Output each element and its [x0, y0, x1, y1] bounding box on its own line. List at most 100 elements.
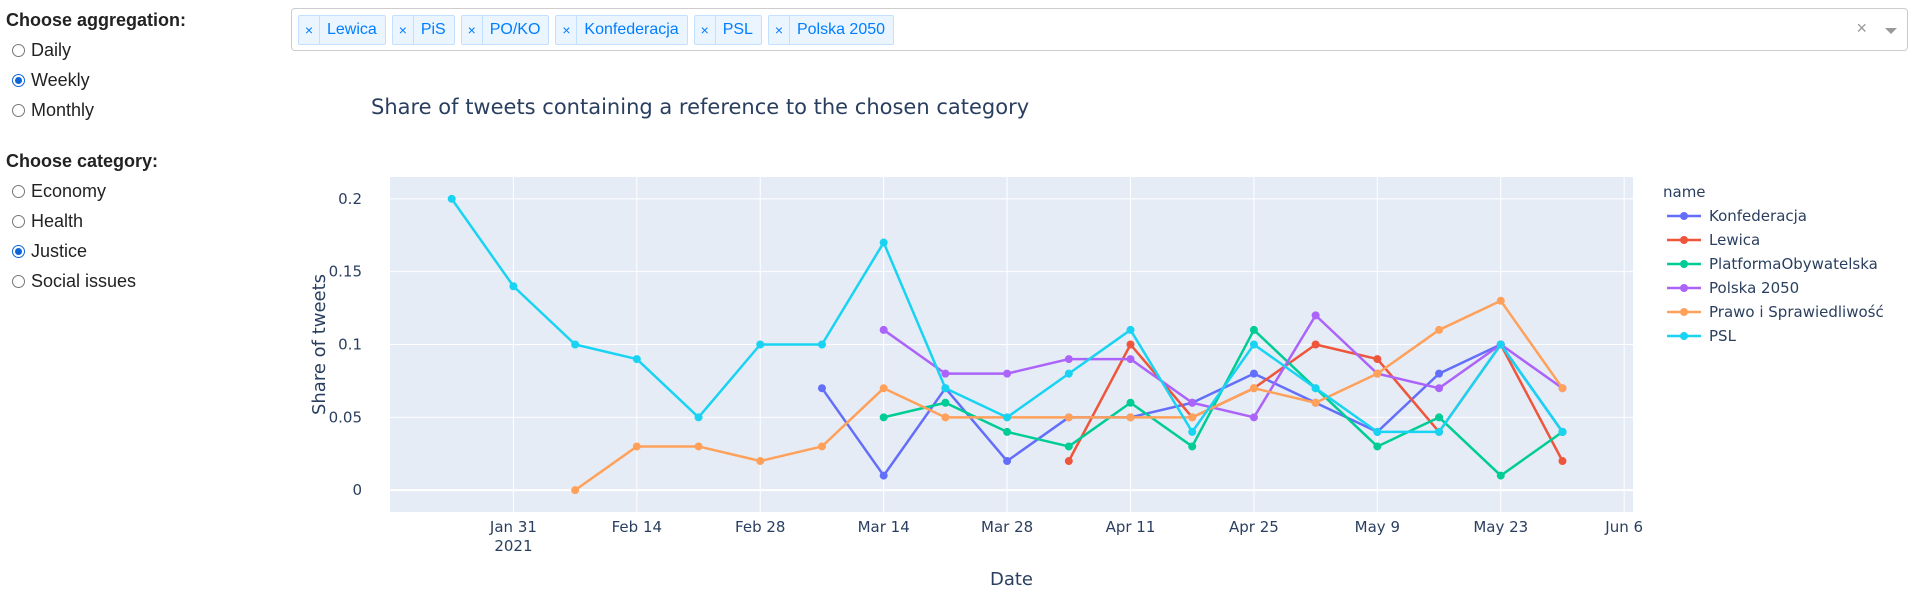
series-line	[883, 328, 1564, 477]
remove-tag-icon[interactable]: ×	[462, 16, 483, 44]
data-point	[1126, 355, 1135, 364]
data-point	[1126, 413, 1135, 422]
aggregation-option-daily[interactable]: Daily	[6, 35, 276, 65]
y-tick-label: 0.2	[338, 190, 362, 208]
legend-swatch-marker	[1680, 260, 1688, 268]
legend-swatch-marker	[1680, 212, 1688, 220]
remove-tag-icon[interactable]: ×	[769, 16, 790, 44]
chart-title: Share of tweets containing a reference t…	[371, 95, 1029, 119]
x-axis-title: Date	[990, 569, 1033, 590]
data-point	[1064, 413, 1073, 422]
tag-konfederacja: × Konfederacja	[555, 15, 688, 45]
radio-label: Monthly	[31, 99, 95, 120]
data-point	[1249, 325, 1258, 334]
data-point	[1496, 340, 1505, 349]
data-point	[1249, 384, 1258, 393]
legend-entry-label: Konfederacja	[1709, 207, 1807, 225]
radio-button[interactable]	[12, 43, 25, 57]
legend-entry-label: Polska 2050	[1709, 279, 1799, 297]
remove-tag-icon[interactable]: ×	[299, 16, 320, 44]
data-point	[1558, 427, 1567, 436]
aggregation-option-monthly[interactable]: Monthly	[6, 95, 276, 125]
x-tick-label: Jan 31	[489, 518, 537, 536]
data-point	[1496, 340, 1505, 349]
data-point	[941, 369, 950, 378]
data-point	[1496, 471, 1505, 480]
data-point	[1188, 427, 1197, 436]
radio-label: Justice	[31, 240, 88, 261]
data-point	[694, 442, 703, 451]
data-point	[632, 442, 641, 451]
radio-label: Health	[31, 210, 84, 231]
series-prawo-i-sprawiedliwo-	[571, 296, 1567, 495]
data-point	[1188, 398, 1197, 407]
radio-button[interactable]	[12, 214, 25, 228]
aggregation-option-weekly[interactable]: Weekly	[6, 65, 276, 95]
tag-lewica: × Lewica	[298, 15, 386, 45]
y-tick-label: 0.05	[329, 408, 362, 426]
data-point	[941, 384, 950, 393]
category-option-health[interactable]: Health	[6, 206, 276, 236]
data-point	[817, 340, 826, 349]
data-point	[941, 398, 950, 407]
radio-button[interactable]	[12, 73, 25, 87]
category-option-justice[interactable]: Justice	[6, 236, 276, 266]
radio-button[interactable]	[12, 103, 25, 117]
series-lewica	[1064, 340, 1567, 466]
radio-button[interactable]	[12, 244, 25, 258]
data-point	[1249, 369, 1258, 378]
x-tick-label: May 9	[1355, 518, 1400, 536]
data-point	[1311, 311, 1320, 320]
data-point	[1373, 427, 1382, 436]
x-tick-label: Mar 14	[858, 518, 910, 536]
tag-psl: × PSL	[693, 15, 762, 45]
legend-swatch-marker	[1680, 236, 1688, 244]
remove-tag-icon[interactable]: ×	[556, 16, 578, 44]
category-radio-group: Economy Health Justice Social issues	[6, 176, 276, 296]
series-line	[1067, 343, 1564, 462]
radio-button[interactable]	[12, 274, 25, 288]
x-tick-label: Feb 14	[612, 518, 662, 536]
legend-entry-label: PlatformaObywatelska	[1709, 255, 1878, 273]
data-point	[1003, 413, 1012, 422]
clear-all-icon[interactable]: ×	[1856, 18, 1867, 38]
data-point	[1373, 355, 1382, 364]
data-point	[879, 471, 888, 480]
data-point	[1435, 325, 1444, 334]
data-point	[879, 325, 888, 334]
data-point	[1126, 398, 1135, 407]
series-polska-2050	[879, 311, 1567, 422]
data-point	[1064, 413, 1073, 422]
remove-tag-icon[interactable]: ×	[393, 16, 414, 44]
chevron-down-icon[interactable]	[1885, 28, 1897, 34]
legend-swatch-marker	[1680, 284, 1688, 292]
x-tick-label: Apr 11	[1106, 518, 1156, 536]
data-point	[1064, 442, 1073, 451]
data-point	[1064, 355, 1073, 364]
category-option-economy[interactable]: Economy	[6, 176, 276, 206]
data-point	[1249, 384, 1258, 393]
data-point	[1188, 413, 1197, 422]
data-point	[1496, 340, 1505, 349]
party-multiselect[interactable]: × Lewica × PiS × PO/KO × Konfederacja × PSL × Polsk…	[291, 8, 1908, 51]
series-konfederacja	[817, 340, 1567, 480]
selected-tags: × Lewica × PiS × PO/KO × Konfederacja × PSL × Polsk…	[298, 15, 895, 45]
data-point	[817, 442, 826, 451]
radio-label: Daily	[31, 39, 72, 60]
category-option-social-issues[interactable]: Social issues	[6, 266, 276, 296]
data-point	[817, 384, 826, 393]
data-point	[1003, 457, 1012, 466]
radio-label: Weekly	[31, 69, 90, 90]
y-tick-label: 0.1	[338, 336, 362, 354]
data-point	[447, 194, 456, 203]
data-point	[1126, 340, 1135, 349]
radio-button[interactable]	[12, 184, 25, 198]
remove-tag-icon[interactable]: ×	[695, 16, 716, 44]
data-point	[1496, 296, 1505, 305]
data-point	[1249, 340, 1258, 349]
radio-label: Social issues	[31, 270, 137, 291]
data-point	[1373, 369, 1382, 378]
y-tick-label: 0	[352, 481, 362, 499]
data-point	[1311, 340, 1320, 349]
